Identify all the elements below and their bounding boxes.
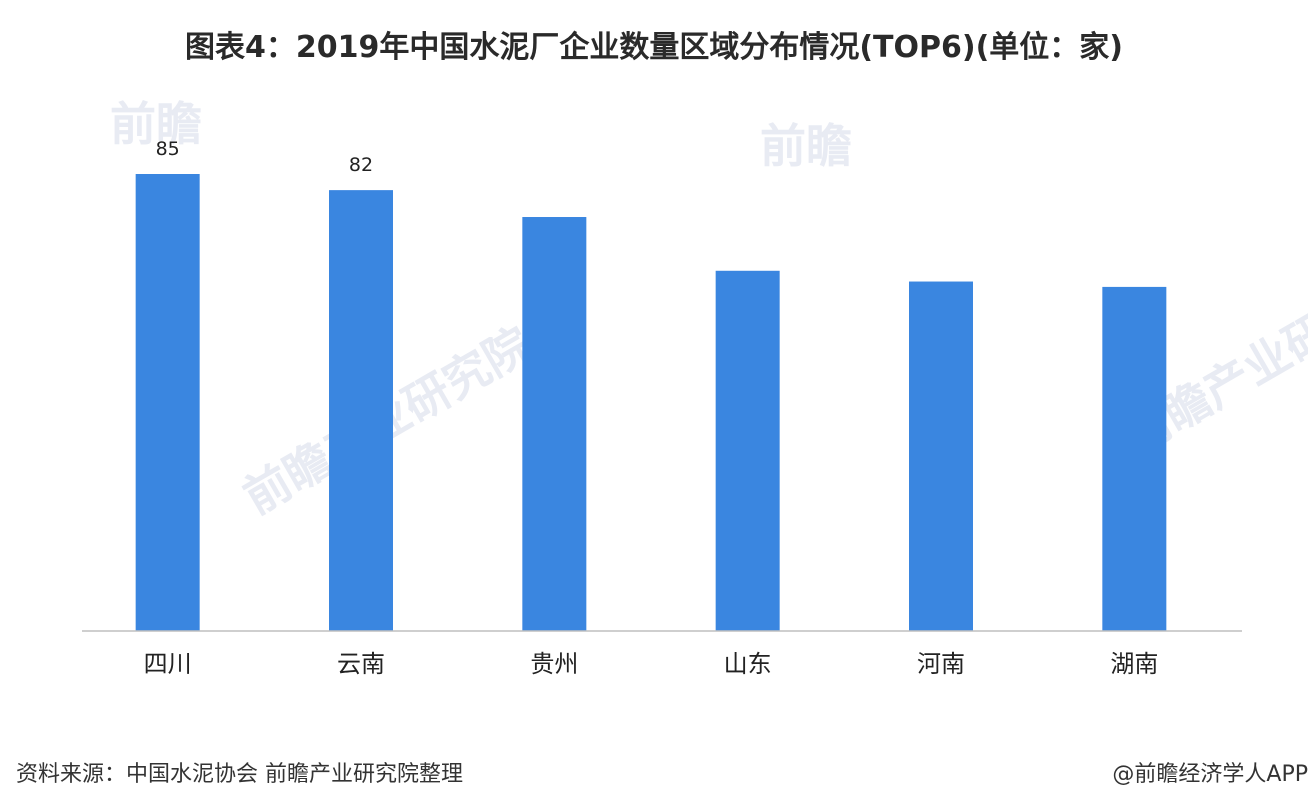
bar-0 [135, 174, 200, 631]
bar-2 [522, 217, 587, 631]
data-label-1: 82 [349, 154, 373, 176]
x-tick-label-5: 湖南 [1110, 650, 1158, 678]
data-labels: 85 82 [156, 138, 374, 176]
bar-4 [909, 281, 973, 631]
bar-5 [1102, 286, 1167, 631]
x-tick-label-1: 云南 [337, 650, 385, 678]
x-tick-label-4: 河南 [917, 650, 965, 678]
x-tick-labels: 四川 云南 贵州 山东 河南 湖南 [144, 650, 1159, 678]
credit-note: @前瞻经济学人APP [1112, 762, 1308, 787]
bar-1 [329, 190, 393, 632]
chart-title: 图表4：2019年中国水泥厂企业数量区域分布情况(TOP6)(单位：家) [184, 30, 1124, 65]
x-tick-label-3: 山东 [724, 650, 772, 678]
data-label-0: 85 [156, 138, 180, 160]
bars-group [135, 174, 1167, 632]
x-tick-label-0: 四川 [144, 650, 192, 678]
x-tick-label-2: 贵州 [530, 650, 578, 678]
source-note: 资料来源：中国水泥协会 前瞻产业研究院整理 [16, 762, 463, 787]
bar-3 [715, 270, 780, 631]
